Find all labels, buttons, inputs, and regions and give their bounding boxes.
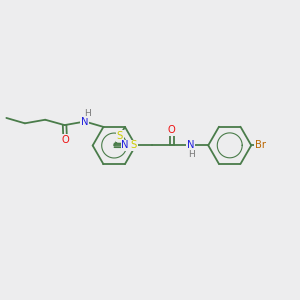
Text: N: N xyxy=(81,116,89,127)
Text: Br: Br xyxy=(255,140,266,150)
Text: N: N xyxy=(121,140,129,150)
Text: H: H xyxy=(188,150,195,159)
Text: H: H xyxy=(85,109,91,118)
Text: O: O xyxy=(168,125,176,135)
Text: N: N xyxy=(187,140,194,150)
Text: S: S xyxy=(131,140,137,150)
Text: S: S xyxy=(117,131,123,141)
Text: O: O xyxy=(61,135,69,145)
